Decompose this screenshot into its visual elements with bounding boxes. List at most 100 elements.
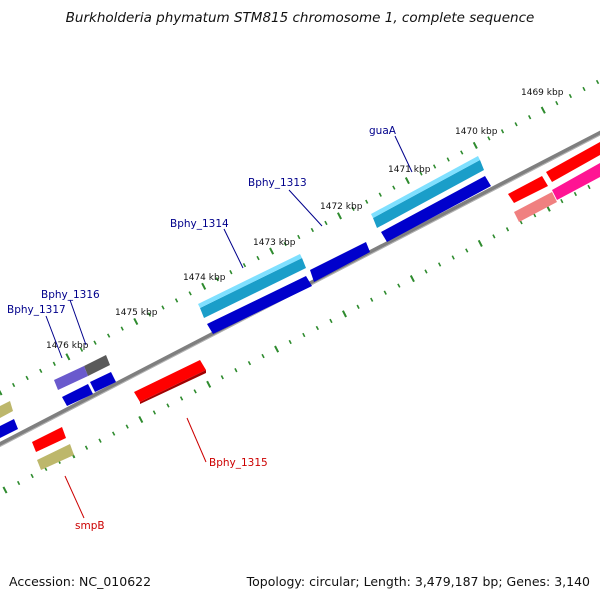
gene-label-bphy-1314[interactable]: Bphy_1314 [170, 218, 229, 230]
gene-feature [0, 401, 13, 418]
scale-tick [324, 220, 328, 226]
gene-feature [90, 372, 116, 392]
scale-tick [397, 283, 401, 288]
scale-tick [220, 375, 224, 380]
leader-line [223, 228, 244, 269]
outer-scale-ticks [0, 79, 600, 396]
scale-tick [274, 345, 280, 353]
scale-tick [505, 227, 510, 232]
scale-tick [587, 184, 591, 190]
forward-genes [0, 156, 491, 438]
gene-feature [371, 156, 480, 218]
scale-tick [138, 415, 144, 424]
scale-tick [79, 347, 84, 352]
scale-tick [329, 318, 333, 324]
gene-label-bphy-1313[interactable]: Bphy_1313 [248, 177, 307, 189]
scale-tick [111, 431, 116, 436]
inner-scale-ticks [2, 184, 591, 494]
scale-label: 1476 kbp [46, 341, 89, 351]
scale-tick [409, 275, 415, 283]
gene-label-guaA[interactable]: guaA [369, 125, 397, 137]
gene-feature [62, 384, 93, 406]
scale-tick [451, 255, 455, 260]
map-title: Burkholderia phymatum STM815 chromosome … [65, 10, 535, 26]
scale-tick [302, 332, 306, 338]
scale-tick [106, 333, 111, 338]
scale-tick [383, 290, 387, 295]
scale-tick [120, 326, 124, 331]
scale-tick [514, 122, 518, 127]
leader-line [288, 189, 323, 227]
scale-tick [206, 380, 212, 388]
scale-tick [378, 192, 382, 197]
gene-feature [54, 366, 88, 390]
gene-feature [546, 142, 600, 182]
scale-tick [437, 262, 442, 267]
gene-feature [37, 444, 74, 470]
scale-tick [39, 368, 43, 373]
scale-tick [215, 277, 219, 282]
scale-tick [234, 368, 238, 373]
gene-label-smpB[interactable]: smpB [75, 520, 105, 532]
gene-feature [134, 360, 206, 402]
scale-tick [419, 171, 423, 176]
scale-tick [527, 115, 532, 120]
gene-label-bphy-1316[interactable]: Bphy_1316 [41, 289, 100, 301]
scale-tick [166, 403, 170, 408]
scale-tick [472, 141, 478, 149]
gene-feature [84, 355, 110, 376]
scale-tick [477, 239, 483, 247]
scale-tick [84, 445, 89, 450]
gene-feature [552, 163, 600, 200]
scale-tick [492, 234, 496, 239]
scale-tick [25, 375, 29, 381]
scale-tick [242, 263, 247, 268]
scale-tick [424, 269, 428, 274]
scale-tick [351, 206, 355, 211]
scale-tick [404, 177, 410, 185]
leader-line [69, 299, 87, 346]
scale-tick [193, 389, 197, 394]
scale-tick [161, 305, 165, 310]
leader-line [394, 135, 413, 173]
leader-line [64, 475, 85, 519]
scale-label: 1473 kbp [253, 238, 296, 248]
scale-tick [229, 270, 233, 275]
scale-tick [65, 353, 71, 361]
scale-label: 1472 kbp [320, 202, 363, 212]
scale-label: 1475 kbp [115, 308, 158, 318]
gene-feature [508, 176, 548, 203]
scale-tick [147, 312, 152, 317]
scale-tick [568, 93, 573, 99]
gene-label-bphy-1317[interactable]: Bphy_1317 [7, 304, 66, 316]
scale-label: 1470 kbp [455, 127, 498, 137]
scale-tick [315, 325, 320, 331]
scale-tick [16, 480, 21, 486]
scale-tick [460, 150, 464, 155]
topology-summary: Topology: circular; Length: 3,479,187 bp… [246, 574, 590, 589]
scale-label: 1474 kbp [183, 273, 226, 283]
scale-tick [297, 234, 301, 240]
scale-tick [174, 298, 179, 303]
scale-tick [370, 297, 374, 302]
scale-tick [2, 486, 8, 494]
leader-line [45, 315, 63, 359]
scale-tick [465, 248, 469, 253]
scale-tick [356, 304, 360, 309]
scale-tick [365, 199, 369, 204]
scale-tick [392, 185, 396, 190]
scale-tick [52, 361, 56, 366]
scale-tick [11, 382, 16, 388]
scale-label: 1469 kbp [521, 88, 564, 98]
scale-tick [487, 136, 491, 141]
scale-tick [152, 410, 157, 415]
gene-feature [0, 419, 18, 438]
scale-tick [595, 79, 600, 85]
scale-tick [261, 353, 265, 359]
scale-tick [560, 198, 564, 204]
scale-tick [310, 227, 315, 233]
gene-label-bphy-1315[interactable]: Bphy_1315 [209, 457, 268, 469]
scale-tick [337, 212, 342, 220]
gene-feature [32, 427, 66, 452]
